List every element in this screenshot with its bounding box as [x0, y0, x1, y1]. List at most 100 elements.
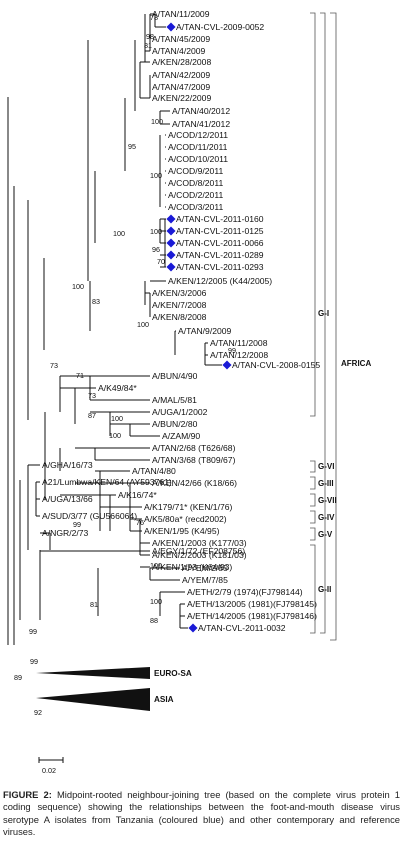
- leaf-label: A/YEM/2/85: [182, 563, 228, 573]
- group-brackets: [310, 12, 337, 641]
- leaf-label: A/KEN/1/2003 (K177/03): [152, 538, 247, 548]
- leaf-label: A/COD/10/2011: [168, 154, 228, 164]
- leaf-label: A/ZAM/90: [162, 431, 200, 441]
- region-label-africa: AFRICA: [341, 359, 371, 368]
- figure-caption: FIGURE 2: Midpoint-rooted neighbour-join…: [3, 789, 400, 838]
- leaf-label: A/BUN/4/90: [152, 371, 198, 381]
- leaf-label: A/TAN/41/2012: [172, 119, 230, 129]
- tree-branches: [7, 13, 222, 645]
- bootstrap-value: 99: [73, 520, 81, 529]
- group-g-vi-bracket: [310, 460, 316, 473]
- bootstrap-value: 70: [157, 257, 165, 266]
- leaf-label: A/COD/9/2011: [168, 166, 223, 176]
- leaf-label: A/GHA/16/73: [42, 460, 93, 470]
- leaf-label: A/TAN/11/2008: [210, 338, 268, 348]
- bootstrap-value: 88: [150, 616, 158, 625]
- group-label-g-iv: G-IV: [318, 513, 335, 522]
- bootstrap-value: 83: [92, 297, 100, 306]
- leaf-label: A/KEN/42/66 (K18/66): [152, 478, 237, 488]
- leaf-label: A/ETH/13/2005 (1981)(FJ798145): [187, 599, 317, 609]
- bootstrap-value: 95: [128, 142, 136, 151]
- leaf-label: A/TAN-CVL-2011-0293: [176, 262, 264, 272]
- leaf-label: A/ETH/2/79 (1974)(FJ798144): [187, 587, 303, 597]
- blue-diamond-marker: [166, 250, 176, 260]
- leaf-label: A/TAN/4/80: [132, 466, 176, 476]
- bootstrap-value: 71: [76, 371, 84, 380]
- leaf-label: A/K179/71* (KEN/1/76): [144, 502, 233, 512]
- leaf-label: A/ETH/14/2005 (1981)(FJ798146): [187, 611, 317, 621]
- group-g-v-bracket: [310, 527, 316, 541]
- caption-label: FIGURE 2:: [3, 789, 52, 800]
- phylogenetic-tree: A/TAN/11/2009 A/TAN-CVL-2009-0052 A/TAN/45…: [7, 9, 371, 775]
- leaf-label: A/TAN-CVL-2011-0289: [176, 250, 264, 260]
- group-label-g-v: G-V: [318, 530, 333, 539]
- leaf-label: A/KEN/28/2008: [152, 57, 211, 67]
- leaf-label: A/COD/2/2011: [168, 190, 223, 200]
- leaf-label: A/MAL/5/81: [152, 395, 197, 405]
- bootstrap-value: 100: [150, 561, 162, 570]
- leaf-label: A/K16/74*: [118, 490, 157, 500]
- leaf-label: A/KEN/22/2009: [152, 93, 211, 103]
- leaf-label: A/UGA/1/2002: [152, 407, 208, 417]
- leaf-label: A/COD/12/2011: [168, 130, 228, 140]
- leaf-label: A21/Lumbwa/KEN/64 (AY593761): [42, 477, 172, 487]
- group-g-ii-bracket: [310, 544, 316, 634]
- leaf-label: A/SUD/3/77 (GU566064): [42, 511, 137, 521]
- leaf-label: A/TAN-CVL-2011-0032: [198, 623, 286, 633]
- leaf-label: A/TAN/45/2009: [152, 34, 210, 44]
- bootstrap-values: 7898811009510010096701008310099100737173…: [14, 13, 236, 717]
- bootstrap-value: 78: [150, 13, 158, 22]
- leaf-label: A/UGA/13/66: [42, 494, 93, 504]
- leaf-label: A/TAN-CVL-2011-0160: [176, 214, 264, 224]
- bootstrap-value: 73: [88, 391, 96, 400]
- leaf-label: A/KEN/8/2008: [152, 312, 207, 322]
- leaf-label: A/TAN/4/2009: [152, 46, 206, 56]
- bootstrap-value: 96: [152, 245, 160, 254]
- leaf-label: A/TAN-CVL-2011-0125: [176, 226, 264, 236]
- leaf-label: A/KEN/3/2006: [152, 288, 207, 298]
- leaf-label: A/K49/84*: [98, 383, 137, 393]
- bootstrap-value: 81: [90, 600, 98, 609]
- africa-bracket: [330, 12, 337, 641]
- bootstrap-value: 98: [146, 32, 154, 41]
- blue-diamond-marker: [222, 360, 232, 370]
- group-label-g-iii: G-III: [318, 479, 334, 488]
- leaf-label: A/TAN-CVL-2008-0155: [232, 360, 320, 370]
- group-g-iii-bracket: [310, 476, 316, 490]
- blue-diamond-marker: [166, 226, 176, 236]
- leaf-label: A/KEN/12/2005 (K44/2005): [168, 276, 272, 286]
- group-label-g-i: G-I: [318, 309, 329, 318]
- leaf-label: A/TAN/9/2009: [178, 326, 232, 336]
- leaf-label: A/COD/8/2011: [168, 178, 223, 188]
- euro-sa-label: EURO-SA: [154, 669, 192, 678]
- bootstrap-value: 73: [50, 361, 58, 370]
- leaf-label: A/KEN/7/2008: [152, 300, 207, 310]
- leaf-label: A/YEM/7/85: [182, 575, 228, 585]
- group-g-iv-bracket: [310, 510, 316, 524]
- bootstrap-value: 100: [151, 117, 163, 126]
- bootstrap-value: 92: [34, 708, 42, 717]
- bootstrap-value: 87: [88, 411, 96, 420]
- leaf-label: A/K5/80a* (recd2002): [144, 514, 227, 524]
- bootstrap-value: 100: [137, 320, 149, 329]
- group-label-g-vii: G-VII: [318, 496, 337, 505]
- bootstrap-value: 99: [228, 346, 236, 355]
- leaf-label: A/KEN/1/95 (K4/95): [144, 526, 220, 536]
- bootstrap-value: 100: [150, 597, 162, 606]
- leaf-label: A/TAN/11/2009: [152, 9, 210, 19]
- bootstrap-value: 81: [144, 41, 152, 50]
- leaf-label: A/EGY/1/72 (EF208756): [152, 546, 245, 556]
- leaf-label: A/TAN/42/2009: [152, 70, 210, 80]
- bootstrap-value: 99: [30, 657, 38, 666]
- leaf-label: A/COD/3/2011: [168, 202, 223, 212]
- bootstrap-value: 76: [136, 518, 144, 527]
- blue-diamond-marker: [166, 22, 176, 32]
- blue-diamond-marker: [166, 214, 176, 224]
- asia-label: ASIA: [154, 695, 174, 704]
- group-g-i-bracket: [310, 12, 316, 417]
- group-label-g-vi: G-VI: [318, 462, 334, 471]
- group-g-vii-bracket: [310, 493, 316, 507]
- leaf-label: A/KEN/2/2003 (K181/03): [152, 550, 247, 560]
- bootstrap-value: 100: [113, 229, 125, 238]
- leaf-label: A/COD/11/2011: [168, 142, 228, 152]
